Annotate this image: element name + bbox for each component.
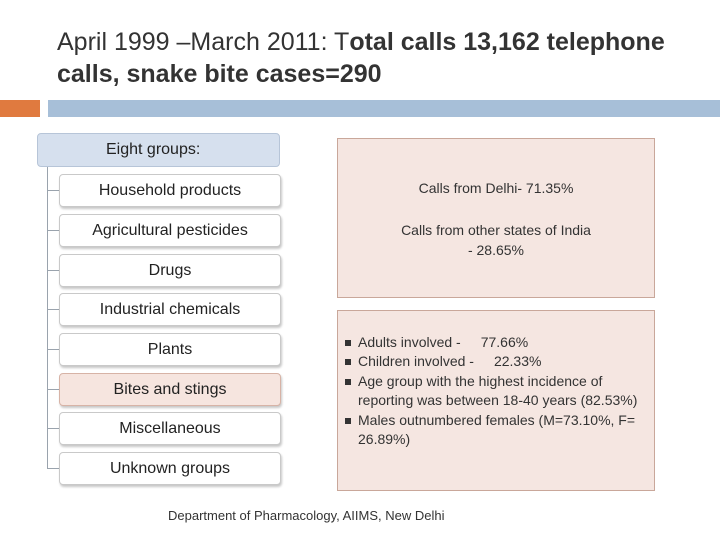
- title-rule-bar: [48, 100, 720, 117]
- tree-tick: [47, 190, 59, 191]
- square-bullet-icon: [345, 359, 351, 366]
- list-item: Males outnumbered females (M=73.10%, F= …: [345, 411, 650, 450]
- tree-tick: [47, 230, 59, 231]
- tree-tick: [47, 349, 59, 350]
- calls-delhi-text: Calls from Delhi- 71.35%: [418, 180, 574, 196]
- demographics-list: Adults involved - 77.66% Children involve…: [345, 333, 650, 449]
- children-label: Children involved -: [358, 353, 474, 370]
- group-unknown-groups: Unknown groups: [59, 452, 281, 485]
- group-household-products: Household products: [59, 174, 281, 207]
- group-plants: Plants: [59, 333, 281, 366]
- adults-label: Adults involved -: [358, 334, 461, 350]
- list-item: Age group with the highest incidence of …: [345, 372, 650, 411]
- tree-tick: [47, 428, 59, 429]
- list-item: Children involved - 22.33%: [345, 352, 650, 371]
- title-part1: April 1999 –March 2011: T: [57, 28, 350, 56]
- title-part2: otal calls 13,162 telephone calls, snake…: [57, 28, 665, 88]
- adults-value: 77.66%: [480, 334, 529, 350]
- tree-tick: [47, 389, 59, 390]
- males-text: Males outnumbered females (M=73.10%, F= …: [358, 411, 636, 448]
- age-group-text: Age group with the highest incidence of …: [358, 372, 638, 409]
- square-bullet-icon: [345, 417, 351, 424]
- slide-title: April 1999 –March 2011: Total calls 13,1…: [57, 26, 677, 90]
- footer-credit: Department of Pharmacology, AIIMS, New D…: [168, 508, 445, 523]
- tree-tick: [47, 309, 59, 310]
- children-value: 22.33%: [493, 353, 542, 370]
- group-drugs: Drugs: [59, 254, 281, 287]
- list-item: Adults involved - 77.66%: [345, 333, 650, 352]
- groups-header: Eight groups:: [37, 133, 280, 167]
- square-bullet-icon: [345, 340, 351, 346]
- calls-origin-box: [337, 138, 655, 298]
- group-agricultural-pesticides: Agricultural pesticides: [59, 214, 281, 247]
- accent-bar: [0, 100, 40, 117]
- tree-tick: [47, 468, 59, 469]
- group-bites-and-stings: Bites and stings: [59, 373, 281, 406]
- square-bullet-icon: [345, 378, 351, 385]
- group-industrial-chemicals: Industrial chemicals: [59, 293, 281, 326]
- tree-tick: [47, 270, 59, 271]
- tree-connector-line: [47, 167, 48, 469]
- group-miscellaneous: Miscellaneous: [59, 412, 281, 445]
- calls-other-states-text: Calls from other states of India - 28.65…: [401, 222, 591, 258]
- demographics-box: [337, 310, 655, 491]
